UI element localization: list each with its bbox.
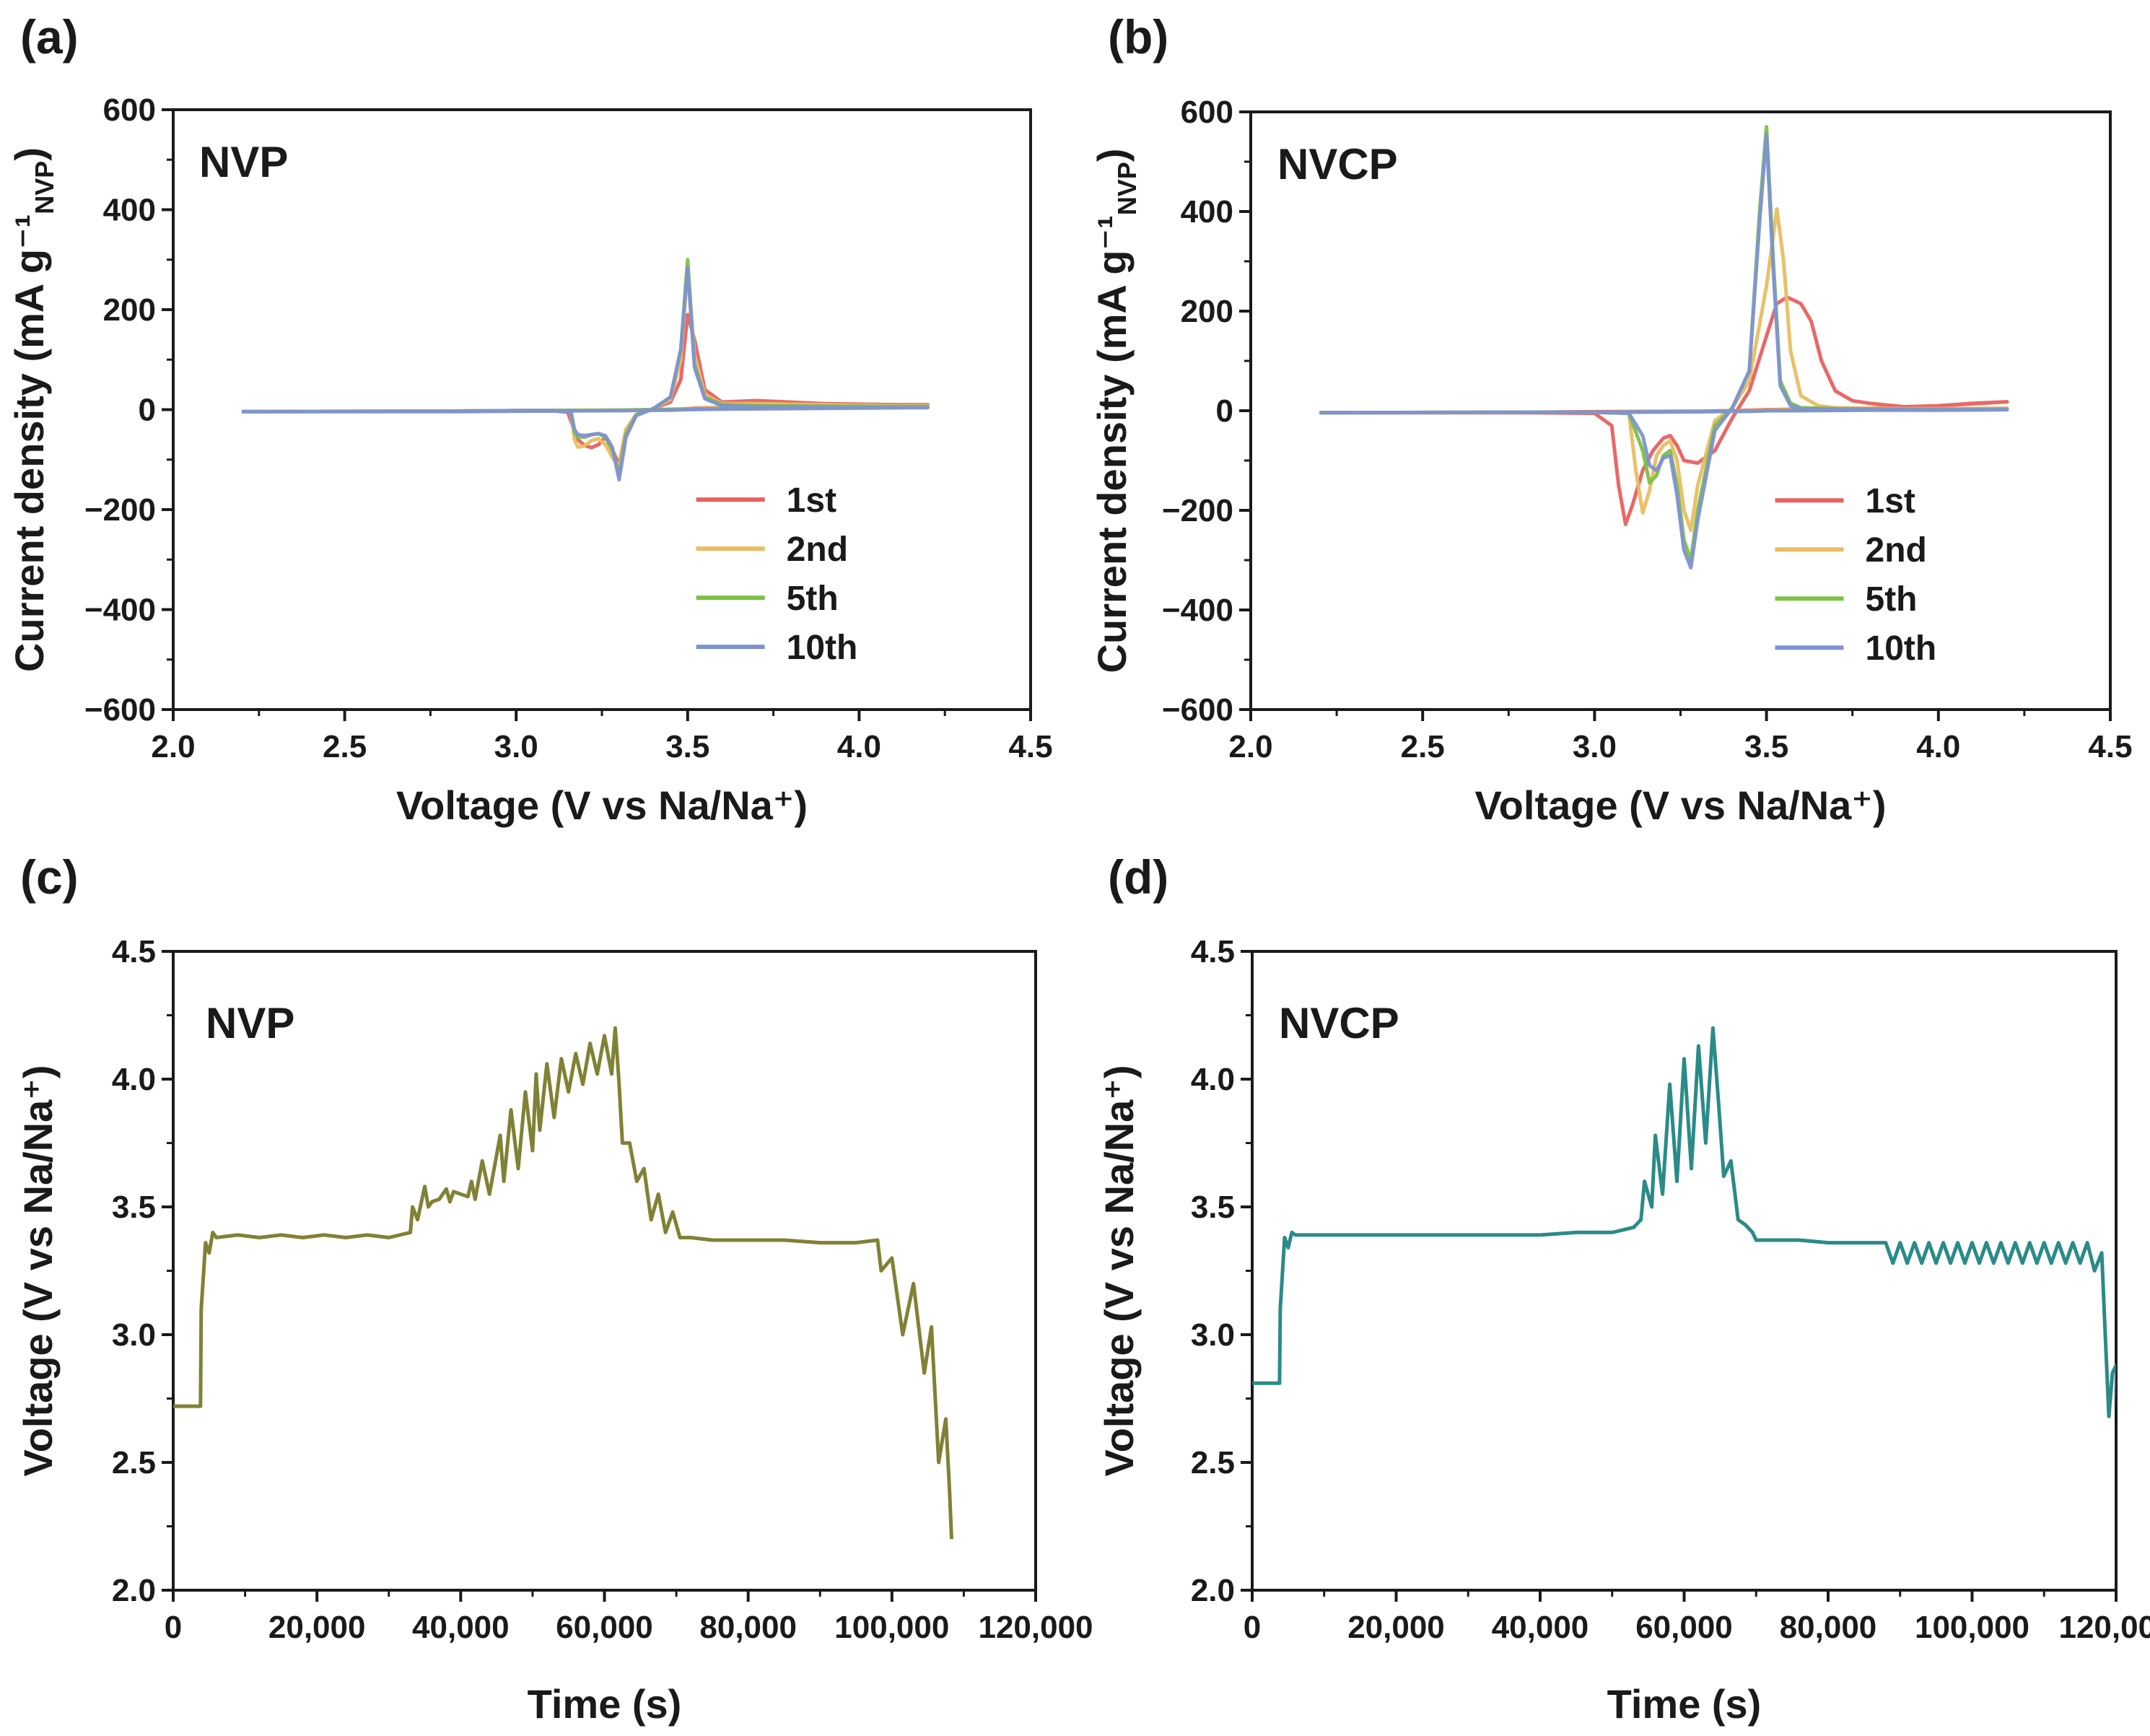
sample-label: NVCP [1277,140,1398,188]
x-tick-label: 80,000 [699,1610,797,1645]
y-axis-title: Voltage (V vs Na/Na⁺) [1096,1065,1142,1476]
series-line-nvp-gitt [173,1026,953,1540]
y-axis-title-main: Voltage (V vs Na/Na⁺) [1096,1065,1142,1476]
legend-label: 2nd [1866,531,1927,570]
y-axis-title: Voltage (V vs Na/Na⁺) [15,1065,61,1476]
x-axis-title: Voltage (V vs Na/Na⁺) [1474,782,1886,828]
y-tick-label: −400 [1162,593,1233,628]
y-axis-title-main: Current density (mA g⁻¹ [1089,215,1135,673]
y-tick-label: 2.0 [112,1573,156,1608]
x-tick-label: 4.5 [2088,729,2132,764]
legend-label: 1st [787,481,836,520]
y-tick-label: −200 [84,492,156,528]
y-axis-title: Current density (mA g⁻¹NVP) [1089,149,1142,673]
y-axis-title-subscript: NVP [30,161,59,214]
y-tick-label: 4.0 [1191,1062,1235,1097]
y-axis-title-close: ) [1089,149,1135,162]
y-tick-label: 0 [139,393,156,428]
panel-letter: (d) [1108,850,1168,904]
y-tick-label: 600 [1181,95,1233,130]
y-tick-label: 4.0 [112,1062,156,1097]
x-tick-label: 4.0 [837,729,881,764]
y-tick-label: 3.0 [1191,1317,1235,1353]
y-tick-label: 3.0 [112,1317,156,1353]
y-tick-label: −200 [1162,493,1233,528]
sample-label: NVCP [1279,999,1399,1047]
y-tick-label: 4.5 [1191,934,1235,969]
x-tick-label: 60,000 [1635,1610,1733,1645]
series-line-10th [1319,132,2009,570]
y-tick-label: 0 [1216,393,1233,429]
y-tick-label: 2.0 [1191,1573,1235,1608]
chart-panel-c: (c) 0 20,000 40,000 60,000 80,000 100,000 120,0… [15,850,1093,1727]
x-tick-label: 20,000 [268,1610,366,1645]
y-tick-label: 200 [1181,294,1233,329]
x-tick-label: 3.0 [494,729,538,764]
x-tick-label: 4.0 [1916,729,1960,764]
legend-label: 2nd [787,531,848,569]
x-tick-label: 3.5 [665,729,709,764]
panel-letter: (b) [1108,10,1168,64]
x-tick-label: 0 [1244,1610,1261,1645]
x-tick-label: 20,000 [1347,1610,1445,1645]
series-line-1st [241,313,930,467]
y-tick-label: 2.5 [1191,1445,1235,1480]
series-line-nvcp-gitt [1252,1026,2116,1418]
x-tick-label: 0 [165,1610,182,1645]
y-axis-title-main: Voltage (V vs Na/Na⁺) [15,1065,61,1476]
y-tick-label: −600 [84,692,156,728]
x-tick-label: 120,000 [2058,1610,2150,1645]
y-axis-title-close: ) [6,147,52,161]
x-axis-title: Time (s) [1607,1681,1762,1727]
y-axis-title-main: Current density (mA g⁻¹ [6,214,52,672]
x-tick-label: 2.0 [1228,729,1272,764]
y-tick-label: 400 [1181,194,1233,230]
x-tick-label: 80,000 [1780,1610,1877,1645]
legend-label: 5th [1866,580,1918,619]
x-tick-label: 60,000 [556,1610,653,1645]
x-tick-label: 3.5 [1744,729,1788,764]
y-tick-label: 3.5 [112,1190,156,1225]
series-line-10th [241,265,930,481]
y-axis-title: Current density (mA g⁻¹NVP) [6,147,59,672]
chart-panel-a: (a) 2.0 2.5 3.0 3.5 4.0 4.5 600 400 200 0 −200 −400 −… [6,10,1053,828]
y-tick-label: 600 [103,92,156,128]
plot-frame [172,950,1037,1592]
chart-panel-d: (d) 0 20,000 40,000 60,000 80,000 100,000 120,0… [1096,850,2150,1727]
x-tick-label: 100,000 [834,1610,949,1645]
series-line-5th [241,258,930,476]
x-axis-title: Time (s) [528,1681,682,1727]
panel-letter: (c) [20,850,79,904]
y-tick-label: 3.5 [1191,1190,1235,1225]
x-tick-label: 40,000 [412,1610,510,1645]
y-axis-title-subscript: NVP [1112,162,1142,215]
legend-label: 5th [787,580,839,618]
x-tick-label: 40,000 [1492,1610,1589,1645]
x-tick-label: 120,000 [978,1610,1093,1645]
legend-label: 10th [1866,629,1937,668]
y-tick-label: 4.5 [112,934,156,969]
y-tick-label: 2.5 [112,1445,156,1480]
panel-letter: (a) [20,10,79,64]
y-tick-label: −400 [84,593,156,628]
y-tick-label: −600 [1162,692,1233,728]
y-tick-label: 200 [103,292,156,328]
x-tick-label: 2.0 [151,729,195,764]
y-tick-label: 400 [103,193,156,228]
chart-panel-b: (b) 2.0 2.5 3.0 3.5 4.0 4.5 600 400 200 0 −200 −400 −… [1089,10,2133,828]
legend-label: 10th [787,629,858,667]
x-tick-label: 3.0 [1573,729,1617,764]
sample-label: NVP [199,138,288,186]
legend-label: 1st [1866,482,1915,520]
sample-label: NVP [206,999,294,1047]
x-tick-label: 2.5 [323,729,367,764]
x-tick-label: 2.5 [1401,729,1445,764]
x-tick-label: 100,000 [1915,1610,2029,1645]
x-axis-title: Voltage (V vs Na/Na⁺) [396,782,808,828]
x-tick-label: 4.5 [1008,729,1052,764]
